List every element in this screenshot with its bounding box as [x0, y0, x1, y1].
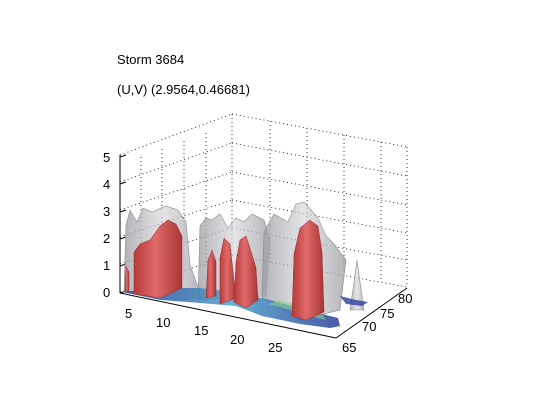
inner-surface-middle-c	[205, 249, 217, 299]
x-tick-label: 5	[125, 306, 132, 321]
x-tick-label: 20	[230, 332, 244, 347]
z-tick-label: 0	[103, 285, 110, 300]
x-tick-label: 25	[268, 340, 282, 355]
chart-subtitle: (U,V) (2.9564,0.46681)	[117, 82, 250, 97]
inner-surface-sliver	[124, 265, 130, 293]
y-tick-labels: 65 70 75 80	[342, 291, 412, 355]
y-tick-label: 65	[342, 340, 356, 355]
outer-surface-spike	[349, 259, 365, 311]
z-tick-label: 1	[103, 258, 110, 273]
inner-surface-left	[133, 219, 183, 299]
z-axis-ticks	[119, 154, 127, 294]
inner-surface-middle-b	[233, 235, 259, 309]
inner-surface-right	[291, 219, 325, 321]
z-tick-label: 2	[103, 231, 110, 246]
z-tick-label: 3	[103, 204, 110, 219]
y-axis-line	[335, 287, 408, 339]
z-tick-label: 4	[103, 177, 110, 192]
z-tick-labels: 5 4 3 2 1 0	[103, 150, 110, 300]
y-tick-label: 80	[398, 291, 412, 306]
y-tick-label: 70	[362, 319, 376, 334]
x-tick-labels: 5 10 15 20 25	[125, 306, 282, 355]
x-tick-label: 10	[156, 315, 170, 330]
x-axis-line	[119, 292, 337, 339]
chart-title: Storm 3684	[117, 52, 185, 67]
z-tick-label: 5	[103, 150, 110, 165]
y-tick-label: 75	[380, 306, 394, 321]
inner-isosurface	[124, 219, 325, 321]
x-tick-label: 15	[194, 323, 208, 338]
